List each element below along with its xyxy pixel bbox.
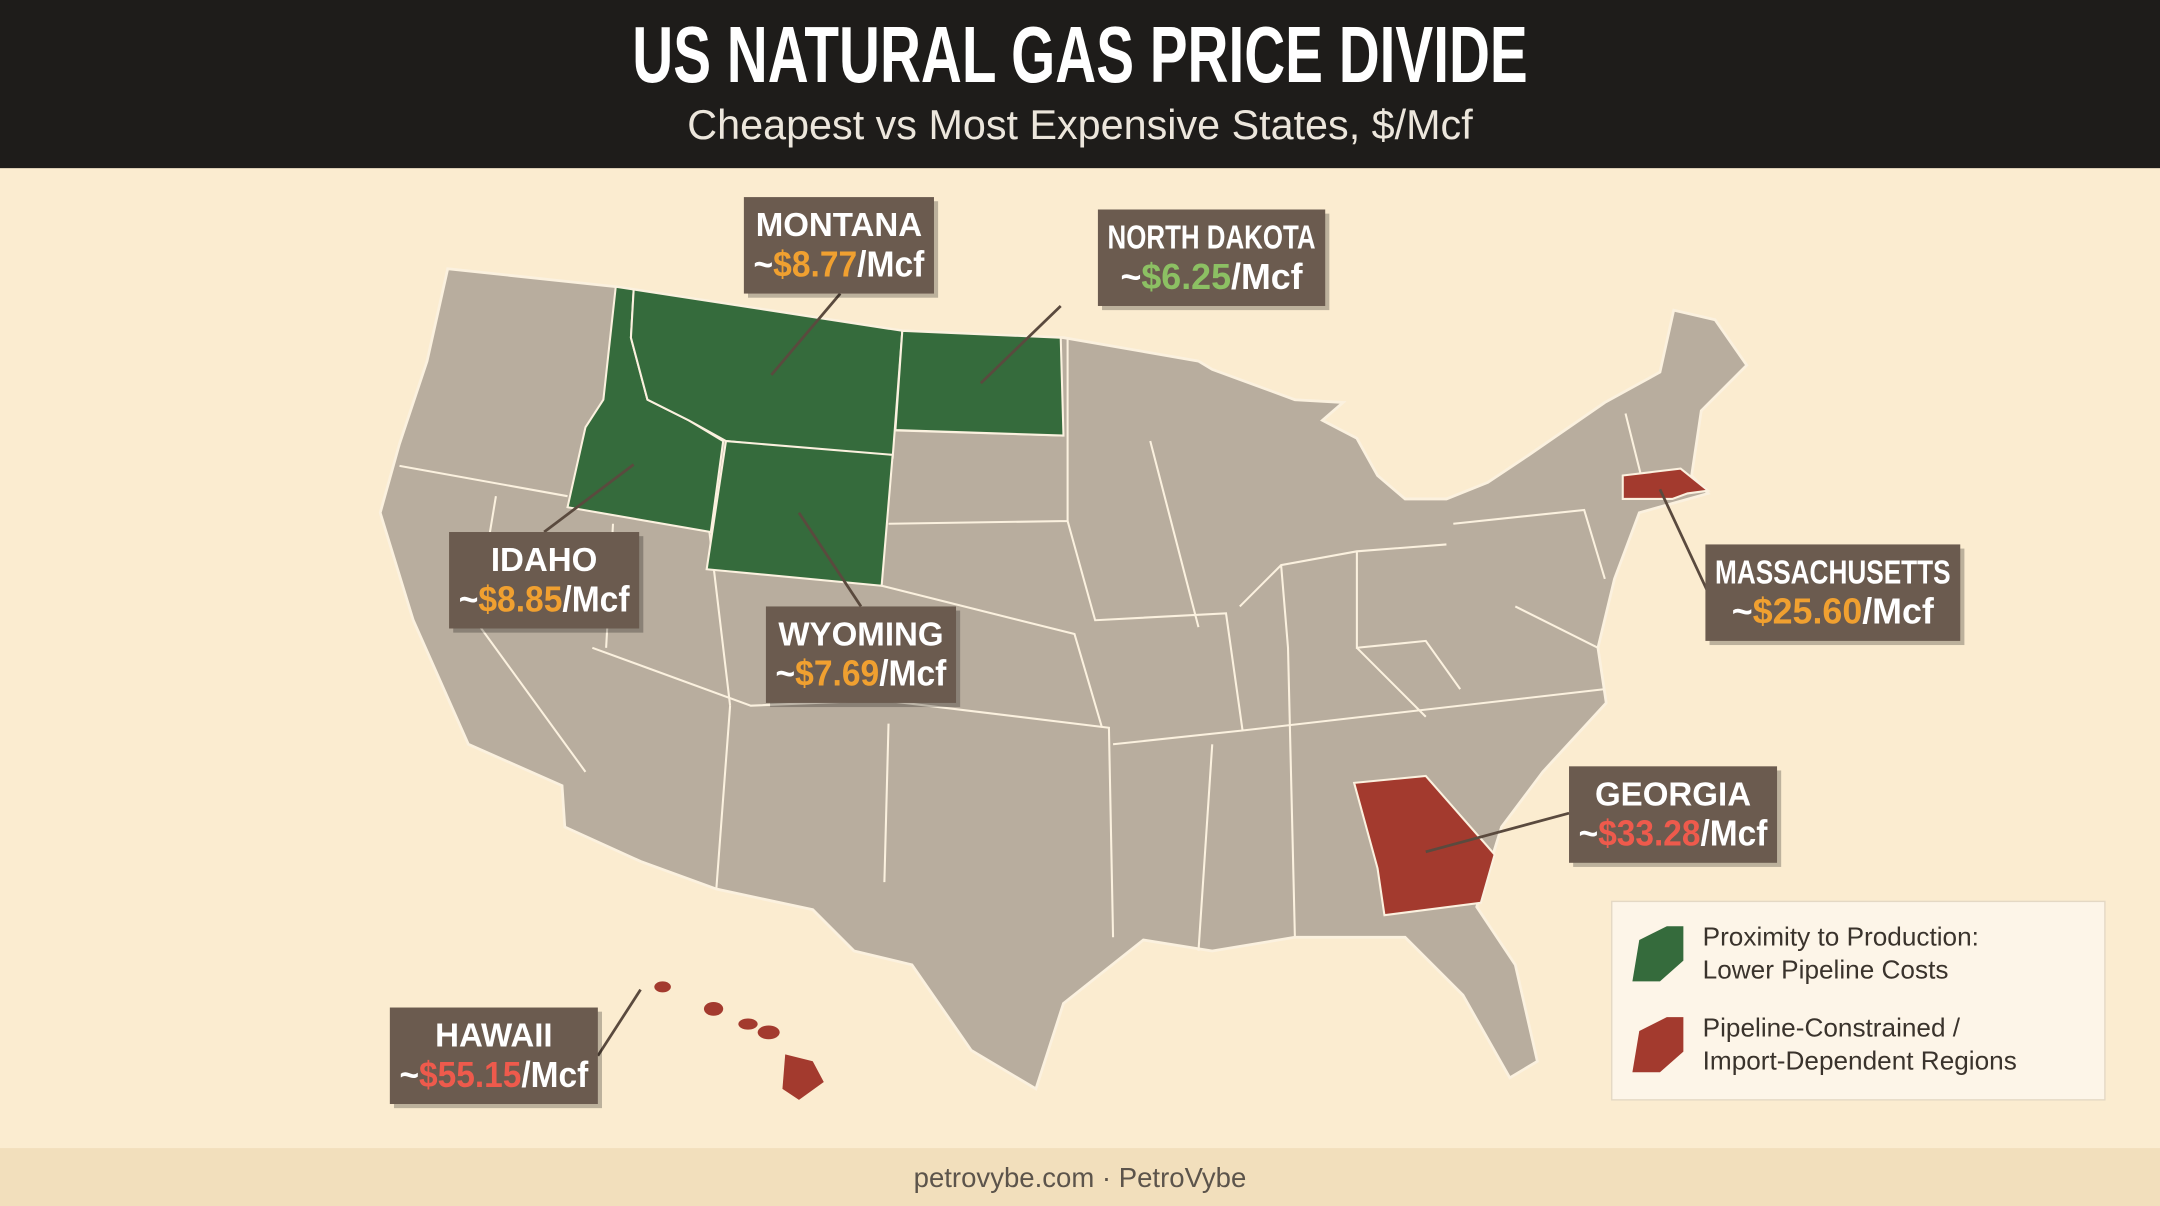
us-map [378, 267, 1749, 1100]
price-prefix: ~ [1120, 257, 1141, 297]
state-price: ~$8.77/Mcf [754, 245, 925, 285]
leader-line [979, 304, 1062, 385]
legend-swatch [1632, 1017, 1684, 1073]
price-prefix: ~ [1579, 814, 1599, 854]
price-unit: /Mcf [1701, 814, 1768, 854]
legend-box [1611, 900, 2106, 1101]
legend-swatch [1632, 926, 1684, 982]
footer: petrovybe.com · PetroVybe [914, 1162, 1247, 1193]
price-unit: /Mcf [1862, 592, 1934, 632]
price-value: $55.15 [419, 1055, 521, 1095]
state-price: ~$6.25/Mcf [1120, 257, 1302, 297]
price-prefix: ~ [754, 245, 774, 285]
legend-text: Import-Dependent Regions [1703, 1046, 2017, 1076]
state-price: ~$55.15/Mcf [399, 1055, 588, 1095]
price-value: $6.25 [1141, 257, 1231, 297]
legend-text: Lower Pipeline Costs [1703, 955, 1949, 985]
header-band [0, 0, 2160, 169]
price-value: $25.60 [1753, 592, 1863, 632]
price-unit: /Mcf [879, 654, 946, 694]
legend-text: Proximity to Production: [1703, 922, 1979, 952]
state-name: NORTH DAKOTA [1108, 220, 1316, 257]
price-value: $8.85 [478, 580, 562, 620]
label-box [389, 1007, 598, 1105]
state-name: MONTANA [756, 207, 922, 244]
legend-items: Proximity to Production:Lower Pipeline C… [1632, 922, 2017, 1076]
legend-text: Pipeline-Constrained / [1703, 1012, 1961, 1042]
state-georgia [1352, 774, 1496, 917]
leader-line [543, 463, 635, 534]
state-name: GEORGIA [1595, 776, 1751, 813]
state-price: ~$25.60/Mcf [1732, 592, 1934, 632]
label-box [1705, 544, 1961, 641]
label-box [1569, 766, 1778, 863]
price-unit: /Mcf [857, 245, 924, 285]
price-prefix: ~ [459, 580, 479, 620]
price-value: $8.77 [773, 245, 857, 285]
price-value: $33.28 [1598, 814, 1700, 854]
price-unit: /Mcf [562, 580, 629, 620]
legend: Proximity to Production:Lower Pipeline C… [1611, 900, 2106, 1101]
state-price: ~$8.85/Mcf [459, 580, 630, 620]
subtitle: Cheapest vs Most Expensive States, $/Mcf [687, 102, 1473, 148]
leader-line [770, 292, 842, 376]
label-box [449, 532, 640, 629]
state-name: MASSACHUSETTS [1715, 554, 1951, 591]
state-name: WYOMING [778, 616, 943, 653]
state-hawaii [654, 981, 824, 1100]
leader-line [797, 511, 863, 608]
state-massachusetts [1621, 467, 1711, 500]
state-price: ~$7.69/Mcf [776, 654, 947, 694]
label-box [1097, 209, 1326, 306]
price-unit: /Mcf [521, 1055, 588, 1095]
footer-band [0, 1148, 2160, 1206]
state-name: IDAHO [491, 542, 598, 579]
leader-line [596, 988, 642, 1057]
leader-line [1425, 811, 1570, 854]
price-prefix: ~ [776, 654, 796, 694]
state-north-dakota [894, 329, 1065, 437]
title: US NATURAL GAS PRICE DIVIDE [632, 10, 1527, 99]
price-prefix: ~ [1732, 592, 1753, 632]
price-unit: /Mcf [1231, 257, 1303, 297]
label-box [765, 606, 957, 703]
state-name: HAWAII [435, 1018, 553, 1055]
label-box [743, 197, 934, 294]
leader-line [1658, 488, 1710, 594]
price-value: $7.69 [795, 654, 879, 694]
state-price: ~$33.28/Mcf [1579, 814, 1768, 854]
price-prefix: ~ [399, 1055, 419, 1095]
